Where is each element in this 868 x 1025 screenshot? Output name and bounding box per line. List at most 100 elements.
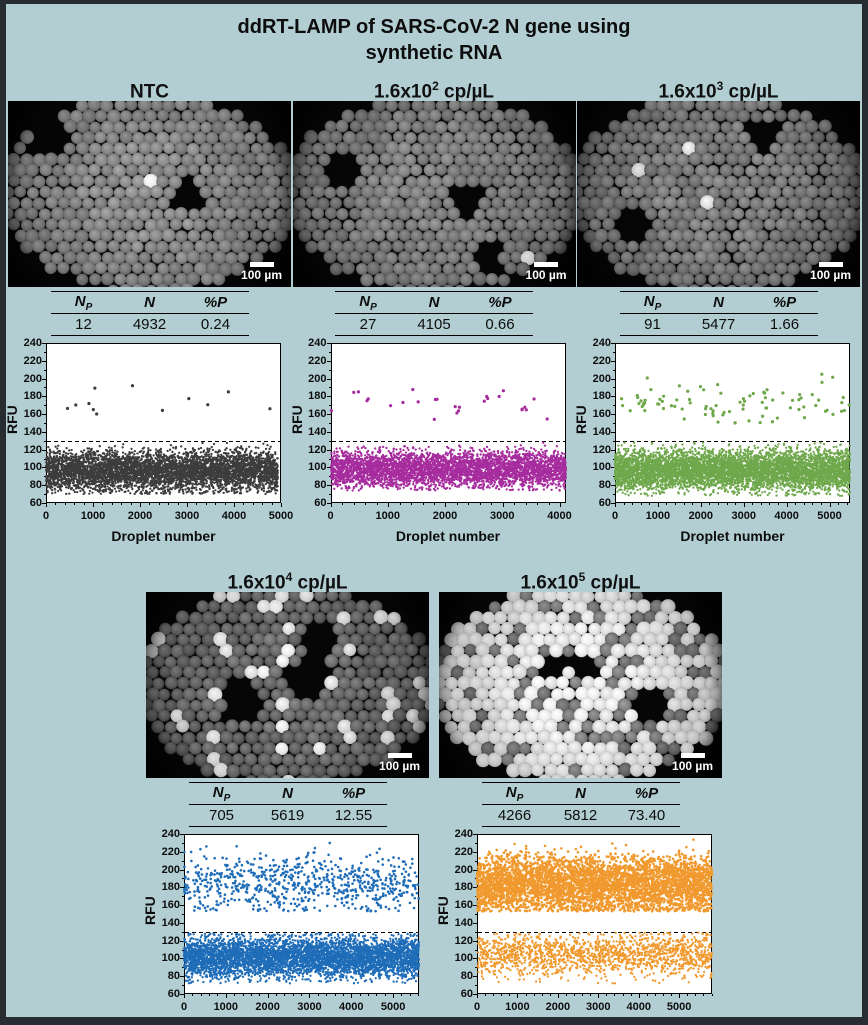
header-percent-p: %P [772, 294, 797, 311]
scale-bar: 100 µm [526, 262, 567, 282]
y-tick-label: 220 [454, 845, 473, 858]
panel-title: 1.6x104 cp/µL [146, 565, 429, 593]
header-n: N [428, 294, 440, 311]
y-tick-label: 100 [161, 952, 180, 965]
droplet-micrograph: 100 µm [146, 592, 429, 778]
figure-title-line1: ddRT-LAMP of SARS-CoV-2 N gene using [237, 16, 631, 38]
scale-bar-label: 100 µm [810, 268, 851, 282]
y-tick-label: 220 [23, 354, 42, 367]
y-axis-label: RFU [288, 405, 305, 434]
bottom-panel-row: 1.6x104 cp/µL 100 µm NP N %P 705 5619 12… [6, 565, 862, 1017]
droplet-micrograph: 100 µm [439, 592, 722, 778]
panel-title: 1.6x105 cp/µL [439, 565, 722, 594]
x-tick-label: 0 [611, 510, 619, 522]
stats-header-row: NP N %P [50, 291, 249, 314]
rfu-scatter-plot: 60 80 100 120 140 160 180 200 220 240 0 1000 2000 300… [6, 337, 293, 549]
value-np: 705 [208, 807, 235, 824]
header-n: N [713, 294, 724, 311]
x-tick-label: 4000 [774, 510, 799, 522]
x-tick-label: 1000 [375, 510, 400, 522]
x-tick-label: 1000 [645, 510, 671, 522]
figure-title: ddRT-LAMP of SARS-CoV-2 N gene using synt… [6, 14, 862, 66]
figure-page: ddRT-LAMP of SARS-CoV-2 N gene using synt… [6, 4, 862, 1017]
header-np: NP [643, 292, 662, 313]
y-tick-label: 100 [23, 461, 42, 474]
scatter-canvas [577, 339, 860, 545]
header-percent-p: %P [634, 785, 659, 802]
y-tick-label: 60 [460, 988, 473, 1000]
x-tick-label: 3000 [489, 510, 515, 522]
panel-1e4: 1.6x104 cp/µL 100 µm NP N %P 705 5619 12… [142, 565, 429, 1017]
y-tick-label: 240 [308, 337, 327, 349]
x-tick-label: 0 [327, 510, 334, 522]
stats-value-row: 91 5477 1.66 [619, 314, 818, 336]
y-tick-label: 80 [460, 970, 473, 983]
panel-label: 1.6x10 [520, 572, 579, 594]
y-tick-label: 220 [308, 354, 327, 367]
x-axis-label: Droplet number [111, 528, 216, 544]
y-tick-label: 100 [592, 461, 611, 474]
x-tick-label: 1000 [80, 510, 106, 522]
y-tick-label: 240 [454, 828, 473, 840]
y-tick-label: 140 [592, 425, 611, 438]
droplet-micrograph: 100 µm [292, 101, 576, 287]
x-axis-label: Droplet number [395, 528, 501, 544]
y-axis-label: RFU [573, 405, 589, 434]
panel-title: 1.6x103 cp/µL [577, 74, 860, 102]
panel-label-exponent: 5 [578, 570, 586, 584]
y-tick-label: 200 [23, 372, 42, 385]
droplet-micrograph: 100 µm [577, 101, 860, 287]
x-tick-label: 0 [473, 1001, 481, 1013]
x-tick-label: 4000 [626, 1001, 651, 1013]
rfu-scatter-plot: 60 80 100 120 140 160 180 200 220 240 0 1000 2000 300… [289, 337, 576, 549]
droplet-image [292, 101, 576, 287]
stats-table: NP N %P 91 5477 1.66 [619, 291, 818, 336]
y-tick-label: 60 [29, 497, 42, 509]
y-tick-label: 120 [23, 443, 42, 456]
x-tick-label: 0 [180, 1001, 188, 1013]
stats-value-row: 705 5619 12.55 [188, 805, 387, 827]
y-tick-label: 80 [29, 479, 42, 492]
y-tick-label: 120 [161, 934, 180, 947]
scale-bar: 100 µm [810, 262, 851, 282]
y-tick-label: 180 [592, 390, 611, 403]
scale-bar-label: 100 µm [525, 268, 567, 282]
y-tick-label: 180 [23, 390, 42, 403]
panel-label: NTC [129, 81, 170, 103]
x-tick-label: 0 [42, 510, 50, 522]
y-tick-label: 240 [161, 828, 180, 840]
panel-label-unit: cp/µL [438, 81, 495, 103]
scale-bar: 100 µm [672, 753, 713, 773]
value-n: 5619 [270, 807, 305, 824]
stats-table: NP N %P 27 4105 0.66 [335, 291, 533, 336]
value-np: 4266 [497, 807, 532, 824]
scatter-canvas [8, 339, 291, 545]
y-tick-label: 180 [454, 881, 473, 894]
rfu-scatter-plot: 60 80 100 120 140 160 180 200 220 240 0 1000 2000 300… [573, 337, 860, 549]
value-np: 91 [644, 316, 661, 333]
header-np: NP [505, 783, 524, 804]
value-percent-p: 0.66 [485, 316, 515, 333]
panel-1e3: 1.6x103 cp/µL 100 µm NP N %P 91 5477 1.6… [573, 74, 860, 549]
x-tick-label: 1000 [505, 1001, 530, 1013]
panel-label-exponent: 2 [432, 79, 439, 93]
header-percent-p: %P [203, 294, 228, 311]
droplet-image [146, 592, 429, 778]
stats-value-row: 4266 5812 73.40 [481, 805, 680, 827]
stats-header-row: NP N %P [335, 291, 533, 314]
value-n: 5477 [701, 316, 736, 333]
droplet-image [577, 101, 860, 287]
y-tick-label: 80 [314, 479, 327, 492]
y-tick-label: 160 [161, 899, 180, 912]
stats-table: NP N %P 4266 5812 73.40 [481, 782, 680, 827]
y-tick-label: 120 [308, 443, 327, 456]
header-percent-p: %P [341, 785, 366, 802]
scatter-canvas [292, 339, 576, 545]
panel-label-unit: cp/µL [585, 572, 641, 594]
value-percent-p: 73.40 [627, 807, 666, 824]
droplet-image [8, 101, 291, 287]
top-panel-row: NTC 100 µm NP N %P 12 4932 0.24 [6, 74, 862, 549]
x-tick-label: 2000 [127, 510, 153, 522]
scale-bar-line [534, 262, 559, 267]
